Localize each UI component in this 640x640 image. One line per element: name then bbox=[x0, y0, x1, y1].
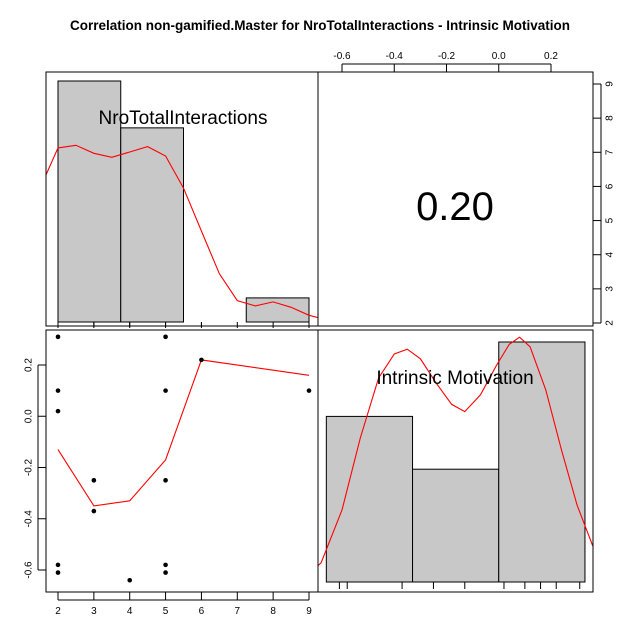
top-axis-tick-label: 0.2 bbox=[544, 51, 558, 62]
bottom-axis-tick-label: 3 bbox=[91, 606, 97, 617]
right-axis-tick-label: 8 bbox=[605, 115, 616, 121]
variable-label: Intrinsic Motivation bbox=[376, 368, 533, 389]
scatter-point bbox=[55, 570, 61, 575]
scatter-point bbox=[55, 388, 61, 393]
right-axis-tick-label: 9 bbox=[605, 81, 616, 87]
panel-histogram-nro-total-interactions: NroTotalInteractions bbox=[46, 80, 318, 327]
histogram-bar bbox=[325, 415, 414, 583]
scatter-point bbox=[163, 570, 168, 575]
bottom-axis-tick-label: 9 bbox=[306, 606, 312, 617]
bottom-axis-tick-label: 7 bbox=[235, 606, 241, 617]
top-axis-tick-label: -0.6 bbox=[333, 51, 351, 62]
scatter-point bbox=[199, 357, 204, 363]
panel-frame bbox=[317, 329, 594, 593]
right-axis-tick-label: 5 bbox=[605, 217, 616, 223]
scatter-point bbox=[306, 388, 312, 393]
panel-frame bbox=[317, 71, 594, 327]
right-axis-tick-label: 7 bbox=[605, 149, 616, 155]
panel-correlation-value: 0.20 bbox=[416, 185, 494, 229]
loess-smooth-line bbox=[57, 359, 310, 507]
histogram-bar bbox=[412, 468, 500, 583]
scatter-point bbox=[163, 478, 168, 483]
left-axis-tick-label: -0.2 bbox=[24, 458, 35, 476]
left-axis-tick-label: 0.0 bbox=[24, 409, 35, 423]
scatter-point bbox=[55, 334, 61, 340]
scatter-point bbox=[163, 562, 168, 568]
scatter-point bbox=[55, 408, 61, 414]
scatter-point bbox=[163, 388, 168, 393]
right-axis-tick-label: 3 bbox=[605, 286, 616, 292]
scatter-point bbox=[163, 334, 168, 340]
scatter-point bbox=[127, 577, 133, 583]
density-curve bbox=[318, 336, 593, 567]
left-axis-tick-label: -0.6 bbox=[24, 561, 35, 579]
scatter-point bbox=[55, 562, 61, 568]
histogram-bar bbox=[120, 127, 184, 323]
bottom-axis-tick-label: 4 bbox=[127, 606, 133, 617]
chart-title: Correlation non-gamified.Master for NroT… bbox=[69, 18, 571, 33]
bottom-axis-tick-label: 6 bbox=[199, 606, 205, 617]
top-axis-tick-label: 0.0 bbox=[492, 51, 506, 62]
left-axis-tick-label: -0.4 bbox=[24, 510, 35, 528]
bottom-axis-tick-label: 2 bbox=[55, 606, 61, 617]
top-axis-tick-label: -0.2 bbox=[438, 51, 456, 62]
bottom-axis-tick-label: 8 bbox=[270, 606, 276, 617]
scatter-point bbox=[91, 508, 97, 514]
right-axis-tick-label: 6 bbox=[605, 183, 616, 189]
top-axis-tick-label: -0.4 bbox=[386, 51, 404, 62]
panel-scatter bbox=[55, 334, 312, 583]
histogram-bar bbox=[245, 297, 310, 323]
histogram-bar bbox=[498, 341, 586, 583]
density-curve bbox=[46, 144, 318, 319]
bottom-axis-tick-label: 5 bbox=[163, 606, 169, 617]
right-axis-tick-label: 4 bbox=[605, 251, 616, 257]
panel-frame bbox=[45, 329, 319, 593]
panel-histogram-intrinsic-motivation: Intrinsic Motivation bbox=[318, 336, 593, 589]
correlation-value: 0.20 bbox=[416, 185, 494, 229]
left-axis-tick-label: 0.2 bbox=[24, 358, 35, 372]
right-axis-tick-label: 2 bbox=[605, 320, 616, 326]
scatter-point bbox=[91, 478, 97, 483]
variable-label: NroTotalInteractions bbox=[99, 108, 268, 129]
axes: -0.6 -0.4 -0.2 0.0 0.2 2 3 4 5 6 7 8 9 2 3 4 5 6 7 8 9 -0.6 -0… bbox=[24, 51, 616, 617]
